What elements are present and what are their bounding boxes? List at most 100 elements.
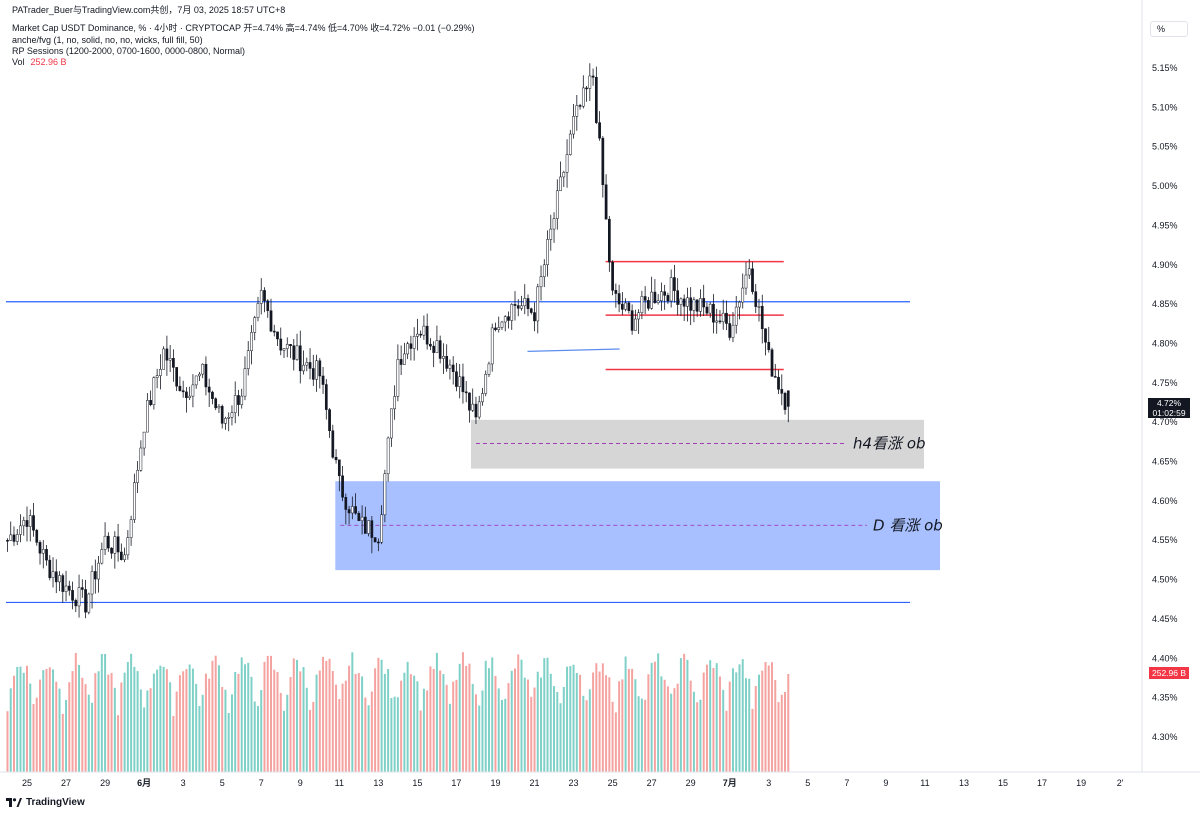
candle-body — [282, 348, 286, 351]
candle-body — [598, 122, 601, 139]
candle-body — [146, 400, 149, 433]
price-tick-label: 4.40% — [1152, 653, 1178, 663]
candle-body — [728, 323, 732, 338]
trend-segment[interactable] — [527, 348, 620, 352]
indicator-fvg-legend[interactable]: anche/fvg (1, no, solid, no, no, wicks, … — [12, 35, 203, 45]
volume-legend[interactable]: Vol 252.96 B — [12, 57, 67, 68]
candle-body — [136, 470, 139, 483]
time-axis[interactable]: 25 27 29 6月 3 5 7 9 11 13 15 17 19 21 23 25 27 29 7月 3 5 7 9 11… — [22, 778, 1124, 788]
tradingview-logo-icon — [6, 798, 22, 807]
symbol-line[interactable]: Market Cap USDT Dominance, % · 4小时 · CRY… — [12, 23, 475, 33]
candle-body — [28, 515, 32, 527]
candle-body — [627, 302, 631, 311]
volume-bar — [217, 665, 220, 772]
candle-body — [113, 536, 117, 554]
candle-body — [767, 341, 771, 351]
volume-bar — [16, 666, 19, 772]
volume-bar — [445, 684, 448, 772]
volume-bar — [553, 686, 556, 772]
percent-scale-button[interactable]: % — [1150, 21, 1188, 37]
candle-body — [422, 325, 426, 336]
volume-bar — [214, 655, 217, 772]
volume-bar — [338, 699, 341, 772]
candle-body — [97, 562, 100, 580]
time-tick-label: 13 — [373, 778, 383, 788]
volume-bar — [133, 666, 136, 772]
volume-bar — [380, 659, 383, 772]
candle-body — [432, 345, 436, 353]
volume-bar — [237, 673, 240, 772]
candle-body — [585, 87, 588, 90]
tradingview-footer[interactable]: TradingView — [6, 797, 85, 808]
price-tick-label: 5.00% — [1152, 181, 1178, 191]
volume-bar — [22, 672, 25, 772]
time-tick-label: 15 — [998, 778, 1008, 788]
candle-body — [464, 391, 468, 394]
price-axis[interactable]: 5.15% 5.10% 5.05% 5.00% 4.95% 4.90% 4.85% 4.80%… — [1152, 63, 1178, 742]
volume-bar — [657, 653, 660, 772]
candle-body — [350, 506, 354, 514]
volume-bar — [741, 659, 744, 772]
volume-bar — [692, 691, 695, 772]
volume-bar — [631, 668, 634, 772]
candle-body — [406, 343, 409, 355]
volume-bar — [429, 666, 432, 772]
volume-bar — [292, 658, 295, 772]
candle-body — [695, 299, 699, 312]
volume-bar — [562, 686, 565, 772]
volume-bar — [618, 681, 621, 772]
candle-body — [614, 290, 618, 294]
candle-body — [155, 375, 159, 378]
volume-bar — [390, 698, 393, 772]
volume-bar — [97, 671, 100, 772]
candle-body — [243, 368, 247, 397]
candle-body — [549, 228, 553, 240]
volume-bar — [185, 669, 188, 772]
volume-bar — [422, 688, 425, 772]
time-tick-label: 5 — [220, 778, 225, 788]
candle-body — [51, 571, 55, 579]
candle-body — [298, 345, 302, 372]
candle-body — [93, 571, 97, 580]
candle-body — [390, 408, 393, 439]
indicator-sessions-legend[interactable]: RP Sessions (1200-2000, 0700-1600, 0000-… — [12, 46, 245, 56]
candle-body — [272, 330, 276, 333]
candle-body — [429, 343, 432, 347]
candle-body — [650, 291, 653, 309]
candle-body — [686, 297, 689, 307]
volume-bar — [767, 665, 770, 772]
candle-body — [533, 312, 536, 322]
volume-bar — [65, 699, 68, 772]
candle-body — [653, 291, 657, 304]
volume-bar — [601, 663, 604, 772]
candle-body — [110, 547, 113, 554]
volume-bar — [530, 696, 533, 772]
candle-body — [71, 590, 74, 601]
volume-bar — [504, 698, 507, 772]
volume-bar — [432, 668, 435, 772]
candle-body — [347, 509, 351, 514]
candle-body — [760, 306, 764, 330]
volume-bar — [361, 676, 364, 772]
candle-body — [259, 290, 263, 304]
volume-bar — [718, 676, 721, 772]
candle-body — [455, 371, 458, 387]
candle-body — [269, 310, 273, 332]
candle-body — [217, 406, 221, 409]
volume-bar — [328, 658, 331, 772]
time-tick-label: 11 — [335, 778, 344, 788]
volume-bar — [260, 690, 263, 772]
volume-bar — [527, 679, 530, 772]
volume-bar — [107, 674, 110, 772]
volume-bar — [611, 701, 614, 772]
volume-bar — [409, 674, 412, 772]
volume-bar — [29, 683, 32, 772]
candle-body — [250, 332, 253, 351]
price-tick-label: 4.75% — [1152, 378, 1178, 388]
candle-body — [490, 327, 494, 365]
volume-bar — [230, 694, 233, 772]
order-block-zone[interactable] — [470, 419, 924, 469]
volume-bar — [165, 669, 168, 772]
volume-bar — [263, 661, 266, 772]
